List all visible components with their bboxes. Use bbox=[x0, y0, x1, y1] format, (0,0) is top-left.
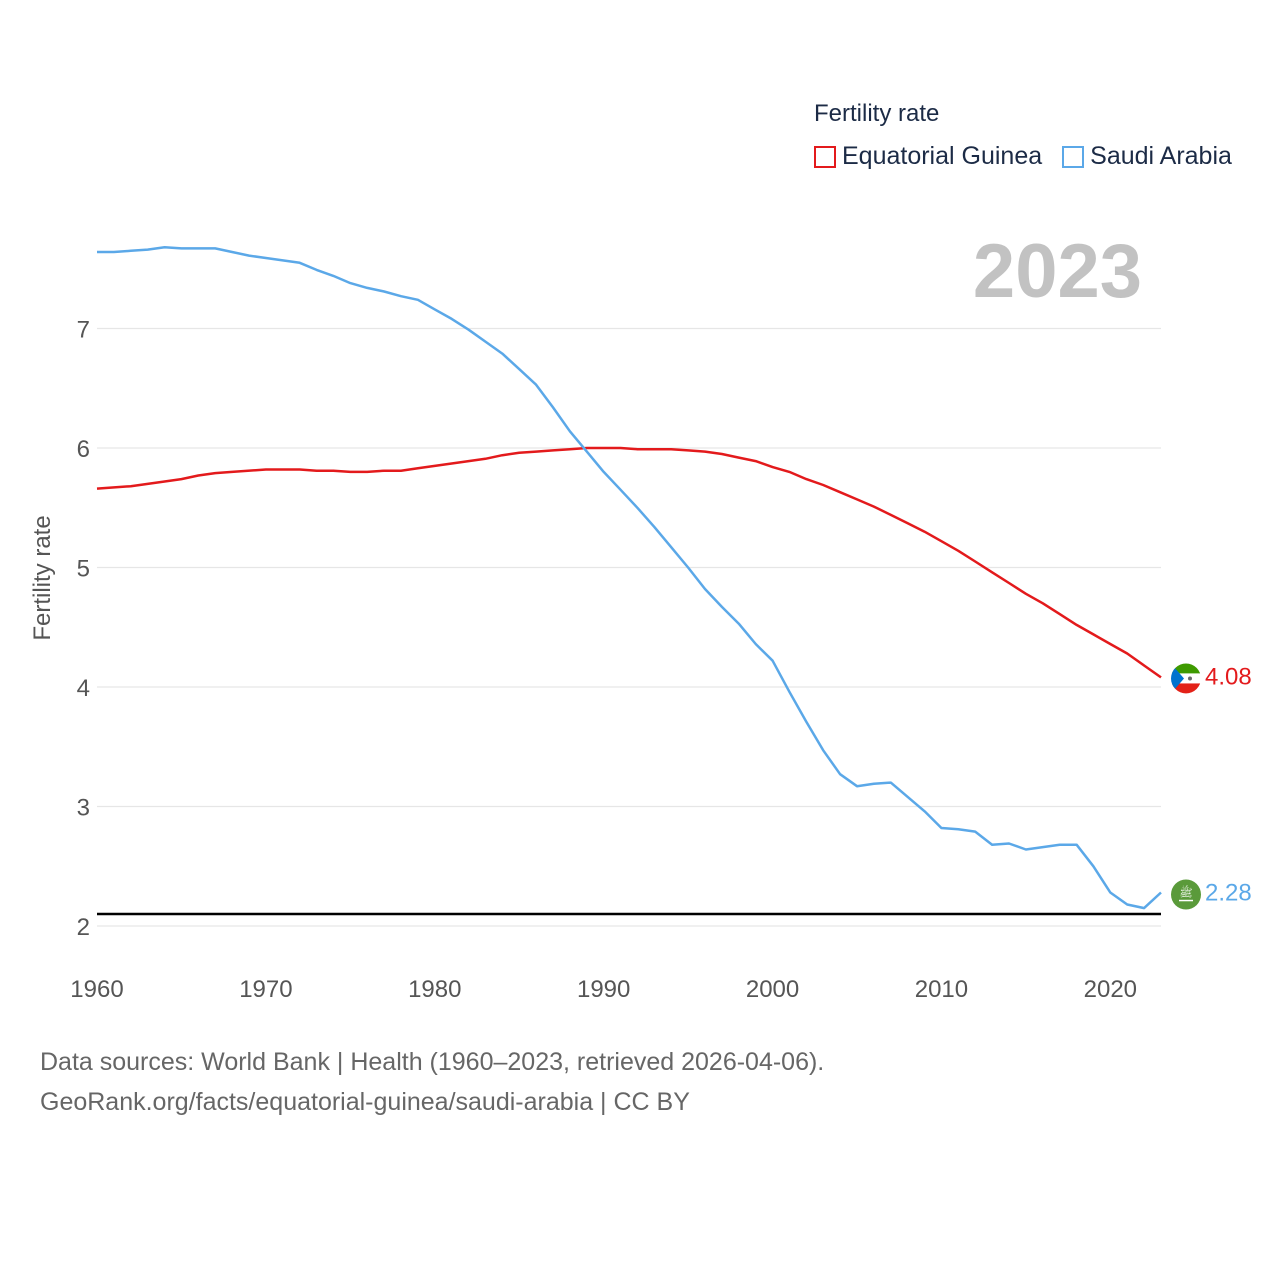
legend-label: Equatorial Guinea bbox=[842, 142, 1043, 170]
x-tick-label: 1990 bbox=[577, 976, 630, 1003]
series-line-equatorial-guinea bbox=[96, 446, 1162, 679]
y-axis-title: Fertility rate bbox=[29, 515, 56, 640]
series-lines bbox=[96, 245, 1162, 910]
legend: Equatorial Guinea Saudi Arabia bbox=[814, 142, 1232, 171]
data-sources: Data sources: World Bank | Health (1960–… bbox=[40, 1048, 825, 1076]
legend-label: Saudi Arabia bbox=[1090, 142, 1232, 170]
y-tick-label: 5 bbox=[77, 556, 90, 583]
saudi-arabia-flag-icon: ﷺ bbox=[1171, 879, 1201, 910]
y-tick-label: 2 bbox=[77, 914, 90, 941]
x-tick-label: 1960 bbox=[70, 976, 123, 1003]
year-label: 2023 bbox=[972, 229, 1142, 314]
legend-swatch-blue bbox=[1062, 145, 1085, 168]
legend-title: Fertility rate bbox=[814, 100, 940, 127]
equatorial-guinea-flag-icon bbox=[1171, 663, 1201, 694]
y-tick-label: 4 bbox=[77, 675, 90, 702]
equatorial-guinea-end-value: 4.08 bbox=[1205, 663, 1252, 690]
x-axis-ticks: 1960 1970 1980 1990 2000 2010 2020 bbox=[70, 976, 1137, 1003]
legend-swatch-red bbox=[814, 145, 836, 168]
x-tick-label: 2020 bbox=[1084, 976, 1137, 1003]
source-link[interactable]: GeoRank.org/facts/equatorial-guinea/saud… bbox=[40, 1088, 690, 1116]
legend-item-saudi-arabia[interactable]: Saudi Arabia bbox=[1062, 142, 1232, 171]
y-axis-ticks: 2 3 4 5 6 7 bbox=[77, 317, 90, 942]
legend-item-equatorial-guinea[interactable]: Equatorial Guinea bbox=[814, 142, 1042, 171]
x-tick-label: 2010 bbox=[915, 976, 968, 1003]
svg-text:ﷺ: ﷺ bbox=[1179, 885, 1192, 900]
gridlines bbox=[97, 327, 1161, 927]
y-tick-label: 7 bbox=[77, 317, 90, 344]
series-line-saudi-arabia bbox=[97, 245, 1162, 910]
saudi-arabia-end-value: 2.28 bbox=[1205, 880, 1252, 907]
x-tick-label: 2000 bbox=[746, 976, 799, 1003]
footer: Data sources: World Bank | Health (1960–… bbox=[40, 1042, 824, 1122]
x-tick-label: 1970 bbox=[239, 976, 292, 1003]
x-tick-label: 1980 bbox=[408, 976, 461, 1003]
y-tick-label: 3 bbox=[77, 795, 90, 822]
y-tick-label: 6 bbox=[77, 436, 90, 463]
